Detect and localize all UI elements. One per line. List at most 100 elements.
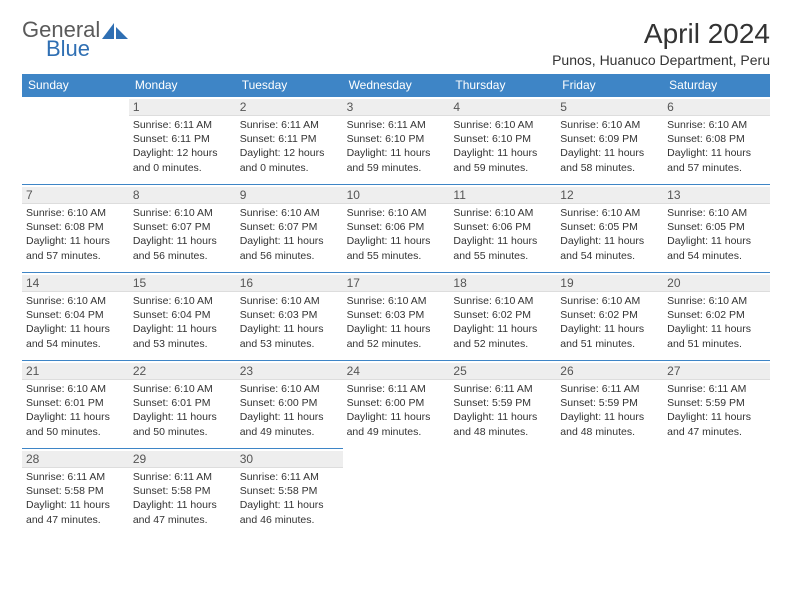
daylight-text: Daylight: 11 hours and 53 minutes.: [133, 322, 232, 350]
weekday-header: Thursday: [449, 74, 556, 96]
calendar-cell: 10Sunrise: 6:10 AMSunset: 6:06 PMDayligh…: [343, 184, 450, 272]
calendar-cell: 17 Sunrise: 6:10 AMSunset: 6:03 PMDayligh…: [343, 272, 450, 360]
sunset-text: Sunset: 6:00 PM: [347, 396, 446, 410]
day-info: Sunrise: 6:10 AMSunset: 6:07 PMDaylight:…: [240, 206, 339, 263]
sunrise-text: Sunrise: 6:10 AM: [240, 206, 339, 220]
sunrise-text: Sunrise: 6:10 AM: [133, 206, 232, 220]
calendar-cell: 4Sunrise: 6:10 AMSunset: 6:10 PMDaylight…: [449, 96, 556, 184]
calendar-cell: 9Sunrise: 6:10 AMSunset: 6:07 PMDaylight…: [236, 184, 343, 272]
calendar-cell: 18 Sunrise: 6:10 AMSunset: 6:02 PMDayligh…: [449, 272, 556, 360]
day-number: 30: [236, 451, 343, 468]
daylight-text: Daylight: 11 hours and 55 minutes.: [347, 234, 446, 262]
calendar-cell: 21Sunrise: 6:10 AMSunset: 6:01 PMDayligh…: [22, 360, 129, 448]
calendar-cell: 20 Sunrise: 6:10 AMSunset: 6:02 PMDayligh…: [663, 272, 770, 360]
sunset-text: Sunset: 6:07 PM: [240, 220, 339, 234]
daylight-text: Daylight: 11 hours and 49 minutes.: [240, 410, 339, 438]
sunset-text: Sunset: 6:01 PM: [26, 396, 125, 410]
daylight-text: Daylight: 11 hours and 54 minutes.: [26, 322, 125, 350]
day-number: 11: [449, 187, 556, 204]
header: General Blue April 2024 Punos, Huanuco D…: [22, 18, 770, 68]
sunrise-text: Sunrise: 6:10 AM: [133, 294, 232, 308]
day-number: 4: [449, 99, 556, 116]
sunrise-text: Sunrise: 6:10 AM: [453, 118, 552, 132]
sunrise-text: Sunrise: 6:10 AM: [240, 294, 339, 308]
day-number: 16: [236, 275, 343, 292]
daylight-text: Daylight: 12 hours and 0 minutes.: [240, 146, 339, 174]
calendar-cell: 22Sunrise: 6:10 AMSunset: 6:01 PMDayligh…: [129, 360, 236, 448]
calendar-cell: [556, 448, 663, 536]
day-info: Sunrise: 6:10 AMSunset: 6:02 PMDaylight:…: [560, 294, 659, 351]
day-info: Sunrise: 6:10 AMSunset: 6:02 PMDaylight:…: [667, 294, 766, 351]
daylight-text: Daylight: 11 hours and 55 minutes.: [453, 234, 552, 262]
day-info: Sunrise: 6:10 AMSunset: 6:05 PMDaylight:…: [667, 206, 766, 263]
day-number: 17: [343, 275, 450, 292]
sunset-text: Sunset: 6:10 PM: [347, 132, 446, 146]
calendar-cell: 7Sunrise: 6:10 AMSunset: 6:08 PMDaylight…: [22, 184, 129, 272]
calendar-cell: 24Sunrise: 6:11 AMSunset: 6:00 PMDayligh…: [343, 360, 450, 448]
sunset-text: Sunset: 6:06 PM: [347, 220, 446, 234]
day-info: Sunrise: 6:11 AMSunset: 5:59 PMDaylight:…: [667, 382, 766, 439]
daylight-text: Daylight: 11 hours and 49 minutes.: [347, 410, 446, 438]
weekday-header: Monday: [129, 74, 236, 96]
day-info: Sunrise: 6:10 AMSunset: 6:05 PMDaylight:…: [560, 206, 659, 263]
calendar-cell: [22, 96, 129, 184]
day-number: 13: [663, 187, 770, 204]
calendar-cell: 26Sunrise: 6:11 AMSunset: 5:59 PMDayligh…: [556, 360, 663, 448]
sunrise-text: Sunrise: 6:10 AM: [347, 206, 446, 220]
sunset-text: Sunset: 6:03 PM: [240, 308, 339, 322]
daylight-text: Daylight: 11 hours and 48 minutes.: [453, 410, 552, 438]
logo-line2: Blue: [46, 37, 128, 60]
day-info: Sunrise: 6:11 AMSunset: 6:11 PMDaylight:…: [133, 118, 232, 175]
sunset-text: Sunset: 6:02 PM: [560, 308, 659, 322]
daylight-text: Daylight: 11 hours and 59 minutes.: [347, 146, 446, 174]
day-number: 15: [129, 275, 236, 292]
day-number: 21: [22, 363, 129, 380]
sunrise-text: Sunrise: 6:10 AM: [667, 206, 766, 220]
day-info: Sunrise: 6:11 AMSunset: 5:59 PMDaylight:…: [560, 382, 659, 439]
title-block: April 2024 Punos, Huanuco Department, Pe…: [552, 18, 770, 68]
day-info: Sunrise: 6:11 AMSunset: 6:00 PMDaylight:…: [347, 382, 446, 439]
sunset-text: Sunset: 6:01 PM: [133, 396, 232, 410]
day-info: Sunrise: 6:10 AMSunset: 6:09 PMDaylight:…: [560, 118, 659, 175]
sunset-text: Sunset: 5:59 PM: [453, 396, 552, 410]
day-number: 12: [556, 187, 663, 204]
weekday-header: Tuesday: [236, 74, 343, 96]
day-number: 20: [663, 275, 770, 292]
day-info: Sunrise: 6:11 AMSunset: 5:58 PMDaylight:…: [133, 470, 232, 527]
sunrise-text: Sunrise: 6:11 AM: [133, 470, 232, 484]
day-number: 22: [129, 363, 236, 380]
daylight-text: Daylight: 11 hours and 51 minutes.: [560, 322, 659, 350]
logo: General Blue: [22, 18, 128, 60]
sunset-text: Sunset: 6:11 PM: [240, 132, 339, 146]
day-info: Sunrise: 6:11 AMSunset: 5:58 PMDaylight:…: [26, 470, 125, 527]
weekday-header: Saturday: [663, 74, 770, 96]
page-title: April 2024: [552, 18, 770, 50]
calendar-cell: 27Sunrise: 6:11 AMSunset: 5:59 PMDayligh…: [663, 360, 770, 448]
sunrise-text: Sunrise: 6:11 AM: [133, 118, 232, 132]
daylight-text: Daylight: 11 hours and 57 minutes.: [26, 234, 125, 262]
sunset-text: Sunset: 6:08 PM: [26, 220, 125, 234]
daylight-text: Daylight: 11 hours and 47 minutes.: [133, 498, 232, 526]
sunset-text: Sunset: 6:04 PM: [26, 308, 125, 322]
daylight-text: Daylight: 11 hours and 54 minutes.: [667, 234, 766, 262]
sunrise-text: Sunrise: 6:10 AM: [347, 294, 446, 308]
weekday-header: Wednesday: [343, 74, 450, 96]
calendar-cell: 13 Sunrise: 6:10 AMSunset: 6:05 PMDayligh…: [663, 184, 770, 272]
sunset-text: Sunset: 6:00 PM: [240, 396, 339, 410]
daylight-text: Daylight: 11 hours and 52 minutes.: [347, 322, 446, 350]
day-info: Sunrise: 6:10 AMSunset: 6:03 PMDaylight:…: [240, 294, 339, 351]
sunset-text: Sunset: 6:03 PM: [347, 308, 446, 322]
day-number: 23: [236, 363, 343, 380]
sunset-text: Sunset: 6:11 PM: [133, 132, 232, 146]
daylight-text: Daylight: 12 hours and 0 minutes.: [133, 146, 232, 174]
calendar-cell: 30Sunrise: 6:11 AMSunset: 5:58 PMDayligh…: [236, 448, 343, 536]
day-info: Sunrise: 6:10 AMSunset: 6:02 PMDaylight:…: [453, 294, 552, 351]
sunset-text: Sunset: 6:08 PM: [667, 132, 766, 146]
day-number: 18: [449, 275, 556, 292]
day-number: 3: [343, 99, 450, 116]
sunset-text: Sunset: 5:58 PM: [240, 484, 339, 498]
sunrise-text: Sunrise: 6:11 AM: [560, 382, 659, 396]
sunrise-text: Sunrise: 6:10 AM: [26, 206, 125, 220]
calendar-cell: 6Sunrise: 6:10 AMSunset: 6:08 PMDaylight…: [663, 96, 770, 184]
day-number: 29: [129, 451, 236, 468]
